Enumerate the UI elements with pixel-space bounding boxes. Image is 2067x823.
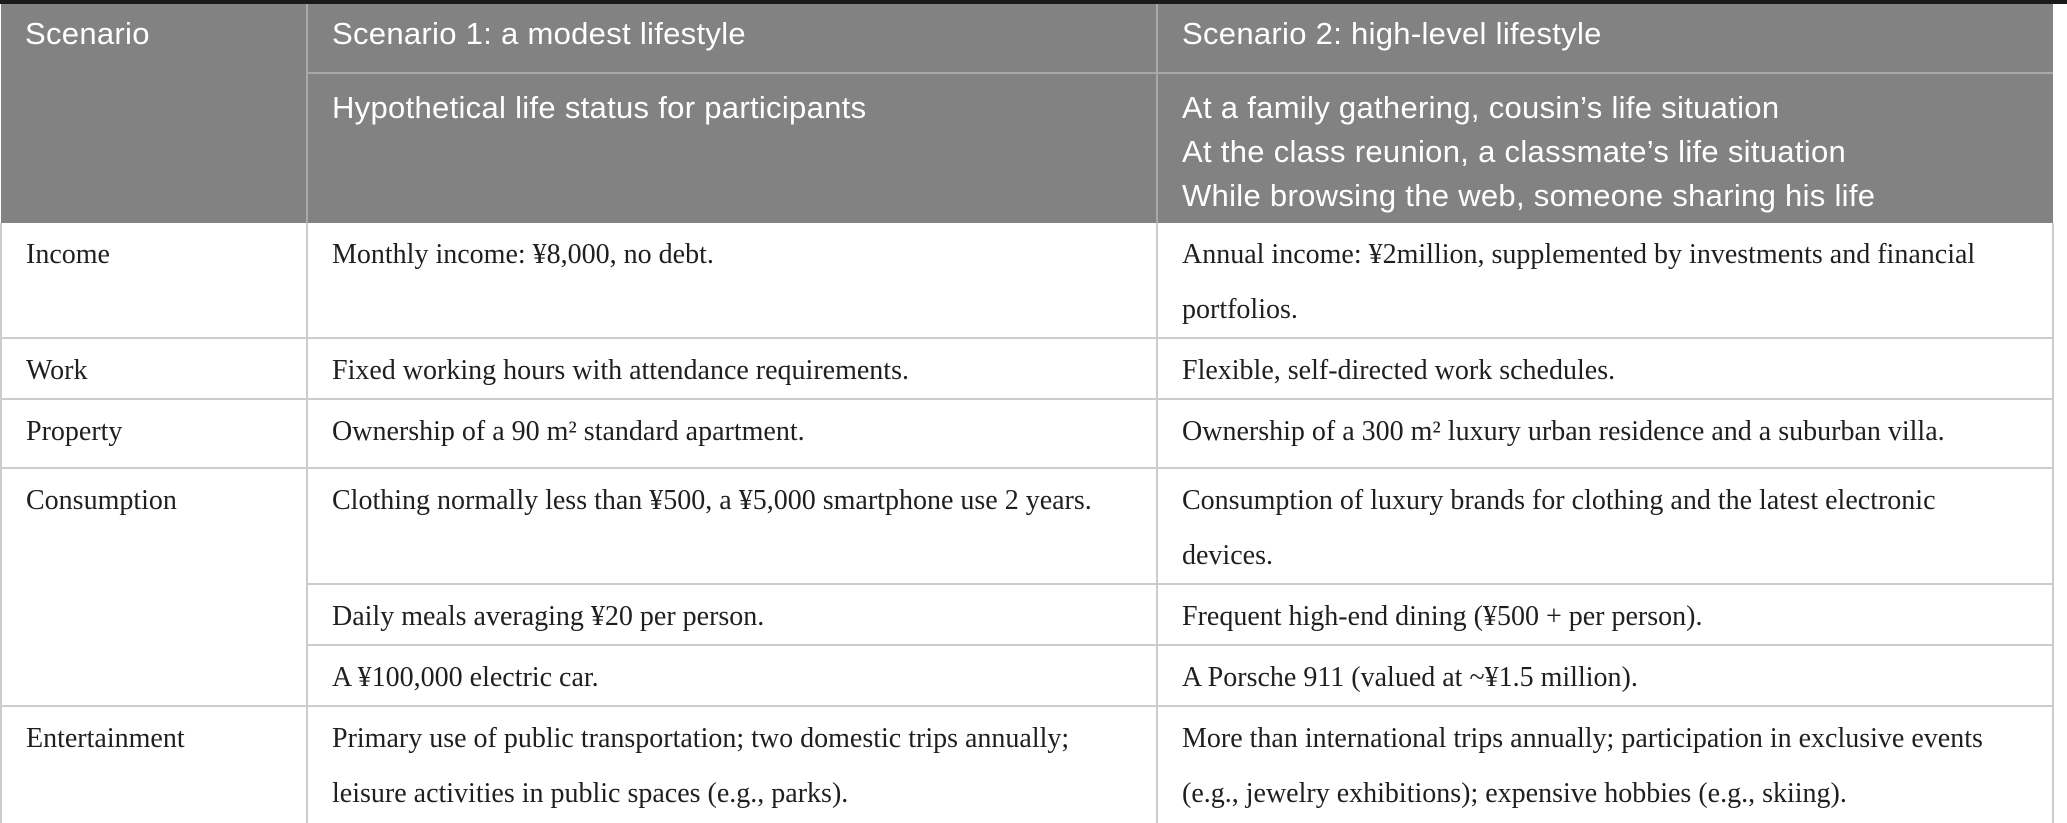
cell-entertainment-scenario2: More than international trips annually; … bbox=[1156, 705, 2054, 823]
table-row-consumption-2: Daily meals averaging ¥20 per person. Fr… bbox=[1, 583, 2054, 646]
table-header: Scenario Scenario 1: a modest lifestyle … bbox=[1, 4, 2053, 223]
cell-income-scenario1: Monthly income: ¥8,000, no debt. bbox=[306, 223, 1158, 339]
row-label-consumption: Consumption bbox=[0, 467, 308, 707]
scenario1-subtitle: Hypothetical life status for participant… bbox=[332, 90, 867, 125]
header-cell-scenario1-title: Scenario 1: a modest lifestyle bbox=[306, 4, 1157, 74]
cell-work-scenario2: Flexible, self-directed work schedules. bbox=[1156, 337, 2054, 400]
cell-consumption-meals-scenario2: Frequent high-end dining (¥500 + per per… bbox=[1156, 583, 2054, 646]
table-row-work: Work Fixed working hours with attendance… bbox=[0, 337, 2054, 400]
table-body: Income Monthly income: ¥8,000, no debt. … bbox=[0, 223, 2054, 823]
cell-work-scenario1: Fixed working hours with attendance requ… bbox=[306, 337, 1158, 400]
header-row-titles: Scenario Scenario 1: a modest lifestyle … bbox=[1, 4, 2053, 223]
table-row-consumption-3: A ¥100,000 electric car. A Porsche 911 (… bbox=[1, 644, 2054, 707]
scenario1-title: Scenario 1: a modest lifestyle bbox=[332, 16, 746, 51]
cell-consumption-meals-scenario1: Daily meals averaging ¥20 per person. bbox=[306, 583, 1158, 646]
scenario2-subtitle-line: At a family gathering, cousin’s life sit… bbox=[1182, 90, 1780, 125]
header-cell-scenario: Scenario bbox=[1, 4, 307, 223]
scenario2-subtitle-line: At the class reunion, a classmate’s life… bbox=[1182, 134, 1847, 169]
cell-income-scenario2: Annual income: ¥2million, supplemented b… bbox=[1156, 223, 2054, 339]
scenarios-table: Scenario Scenario 1: a modest lifestyle … bbox=[0, 4, 2054, 823]
header-row-subtitles: Hypothetical life status for participant… bbox=[1, 73, 2053, 223]
table-top-rule bbox=[0, 0, 2067, 4]
cell-consumption-clothing-scenario2: Consumption of luxury brands for clothin… bbox=[1156, 467, 2054, 585]
header-scenario-label: Scenario bbox=[25, 16, 150, 51]
header-cell-scenario1-subtitle: Hypothetical life status for participant… bbox=[306, 73, 1157, 223]
row-label-property: Property bbox=[0, 398, 308, 469]
row-label-entertainment: Entertainment bbox=[0, 705, 308, 823]
scenario2-subtitle-line: While browsing the web, someone sharing … bbox=[1182, 178, 1876, 213]
table-row-property: Property Ownership of a 90 m² standard a… bbox=[0, 398, 2054, 469]
header-cell-scenario2-title: Scenario 2: high-level lifestyle bbox=[1156, 4, 2053, 74]
cell-entertainment-scenario1: Primary use of public transportation; tw… bbox=[306, 705, 1158, 823]
cell-consumption-car-scenario1: A ¥100,000 electric car. bbox=[306, 644, 1158, 707]
scenario2-title: Scenario 2: high-level lifestyle bbox=[1182, 16, 1602, 51]
table-row-entertainment: Entertainment Primary use of public tran… bbox=[0, 705, 2054, 823]
table-row-consumption-1: Consumption Clothing normally less than … bbox=[0, 467, 2054, 707]
row-label-income: Income bbox=[0, 223, 308, 339]
header-cell-scenario2-subtitle: At a family gathering, cousin’s life sit… bbox=[1156, 73, 2053, 223]
cell-property-scenario2: Ownership of a 300 m² luxury urban resid… bbox=[1156, 398, 2054, 469]
cell-consumption-clothing-scenario1: Clothing normally less than ¥500, a ¥5,0… bbox=[306, 467, 1158, 585]
row-label-work: Work bbox=[0, 337, 308, 400]
table-row-income: Income Monthly income: ¥8,000, no debt. … bbox=[0, 223, 2054, 339]
cell-consumption-car-scenario2: A Porsche 911 (valued at ~¥1.5 million). bbox=[1156, 644, 2054, 707]
cell-property-scenario1: Ownership of a 90 m² standard apartment. bbox=[306, 398, 1158, 469]
